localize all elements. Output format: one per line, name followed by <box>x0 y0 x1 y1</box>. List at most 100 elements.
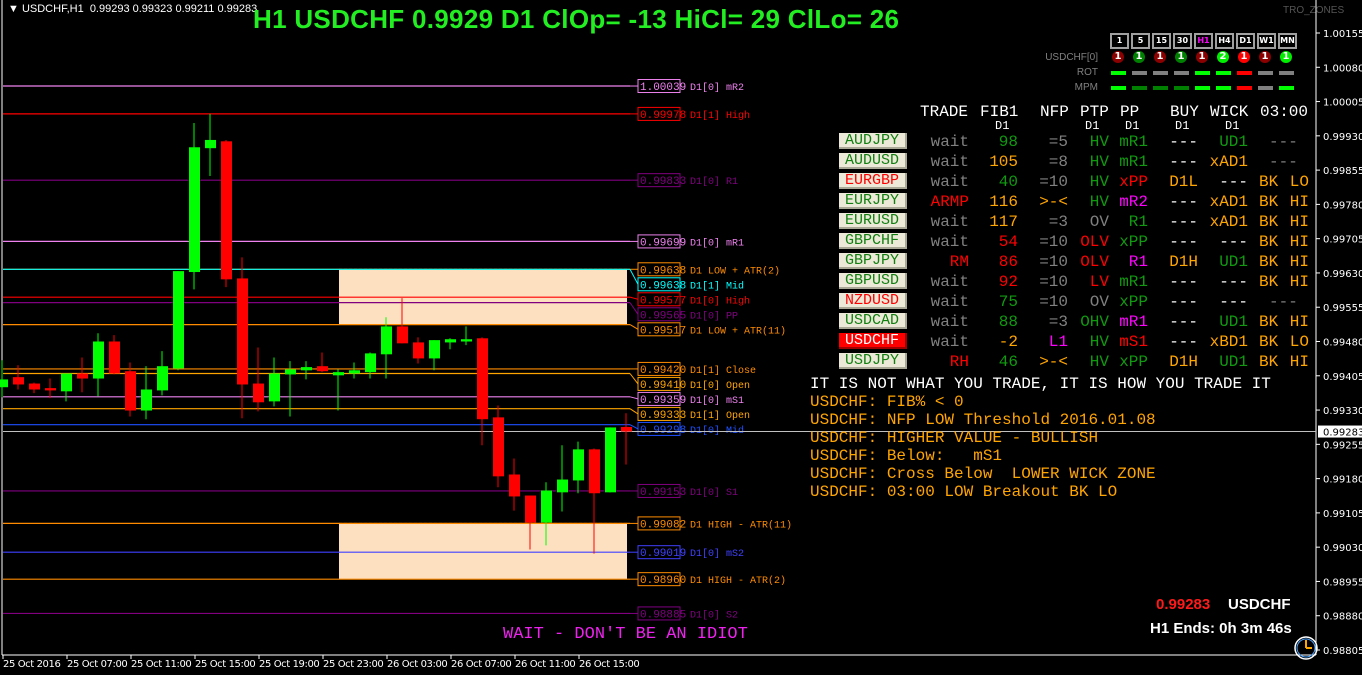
timeframe-button-d1[interactable]: D1 <box>1236 33 1255 49</box>
dropdown-triangle-icon[interactable]: ▼ <box>8 3 22 15</box>
candle-body <box>173 271 184 369</box>
symbol-button-usdcad[interactable]: USDCAD <box>839 313 907 329</box>
cell-wick: --- <box>1219 173 1248 191</box>
timeframe-button-h1[interactable]: H1 <box>1194 33 1213 49</box>
symbol-button-gbpjpy[interactable]: GBPJPY <box>839 253 907 269</box>
signal-circle: 1 <box>1196 51 1208 63</box>
rot-bar <box>1216 71 1231 75</box>
cell-nfp: =8 <box>1048 153 1068 171</box>
symbol-button-nzdusd[interactable]: NZDUSD <box>839 293 907 309</box>
cell-buy: --- <box>1169 273 1198 291</box>
bid-price: 0.99283 <box>1156 596 1211 613</box>
candle <box>429 340 440 371</box>
cell-wick: --- <box>1219 293 1248 311</box>
symbol-button-audjpy[interactable]: AUDJPY <box>839 133 907 149</box>
timeframe-button-5[interactable]: 5 <box>1131 33 1150 49</box>
cell-trade: RH <box>949 353 969 371</box>
candle-body <box>205 139 216 149</box>
cell-0300: BK HI <box>1259 273 1310 291</box>
symbol-button-usdjpy[interactable]: USDJPY <box>839 353 907 369</box>
message-line: USDCHF: HIGHER VALUE - BULLISH <box>810 429 1099 447</box>
timeframe-button-h4[interactable]: H4 <box>1215 33 1234 49</box>
cell-trade: wait <box>930 133 969 151</box>
candle <box>269 357 280 407</box>
cell-fib1: 40 <box>998 173 1018 191</box>
candle-body <box>301 367 312 371</box>
cell-buy: --- <box>1169 153 1198 171</box>
symbol-button-eurjpy[interactable]: EURJPY <box>839 193 907 209</box>
y-tick-label: 1.00080 <box>1323 63 1362 74</box>
cell-fib1: 98 <box>998 133 1018 151</box>
timeframe-button-mn[interactable]: MN <box>1278 33 1297 49</box>
candle-body <box>109 341 120 374</box>
warning-text: WAIT - DON'T BE AN IDIOT <box>503 625 748 644</box>
column-header-fib1: FIB1 <box>980 103 1019 121</box>
x-tick-label: 26 Oct 03:00 <box>387 659 447 670</box>
level-label: D1[0] Open <box>690 380 750 392</box>
cell-trade: wait <box>930 213 969 231</box>
level-price: 0.99153 <box>640 487 686 499</box>
candle <box>189 123 200 290</box>
signal-row-label: USDCHF[0] <box>1045 52 1098 63</box>
level-price: 0.99978 <box>640 110 686 122</box>
level-price-box <box>637 391 681 406</box>
candle <box>45 378 56 399</box>
candle-body <box>429 340 440 359</box>
x-tick-label: 25 Oct 11:00 <box>131 659 191 670</box>
rot-bar <box>1279 71 1294 75</box>
symbol-button-eurgbp[interactable]: EURGBP <box>839 173 907 189</box>
cell-fib1: 88 <box>998 313 1018 331</box>
candle-body <box>605 427 616 493</box>
mpm-row-label: MPM <box>1074 82 1098 93</box>
cell-0300: BK LO <box>1259 333 1310 351</box>
cell-buy: --- <box>1169 133 1198 151</box>
cell-trade: wait <box>930 173 969 191</box>
level-price: 0.99298 <box>640 425 686 437</box>
level-price-box <box>637 307 681 322</box>
cell-wick: --- <box>1219 233 1248 251</box>
candle-body <box>13 377 24 385</box>
level-price-box <box>637 572 681 587</box>
level-price: 0.99082 <box>640 519 686 531</box>
cell-nfp: L1 <box>1048 333 1068 351</box>
cell-ptp: HV <box>1089 333 1109 351</box>
level-label: D1[0] mS1 <box>690 395 744 407</box>
level-price: 1.00039 <box>640 82 686 94</box>
candle <box>109 335 120 375</box>
candle-body <box>365 353 376 373</box>
cell-wick: UD1 <box>1219 253 1248 271</box>
cell-0300: BK HI <box>1259 353 1310 371</box>
candle-body <box>189 147 200 273</box>
symbol-button-usdchf[interactable]: USDCHF <box>839 333 907 349</box>
column-subheader: D1 <box>1175 119 1190 133</box>
symbol-button-eurusd[interactable]: EURUSD <box>839 213 907 229</box>
message-line: IT IS NOT WHAT YOU TRADE, IT IS HOW YOU … <box>810 375 1271 393</box>
column-subheader: D1 <box>1085 119 1100 133</box>
mpm-bar <box>1237 86 1252 90</box>
candle <box>365 352 376 379</box>
y-tick-label: 0.98805 <box>1323 646 1362 657</box>
timeframe-button-30[interactable]: 30 <box>1173 33 1192 49</box>
message-line: USDCHF: Below: mS1 <box>810 447 1003 465</box>
symbol-button-audusd[interactable]: AUDUSD <box>839 153 907 169</box>
cell-0300: BK HI <box>1259 253 1310 271</box>
cell-ptp: LV <box>1089 273 1109 291</box>
candle-body <box>525 495 536 523</box>
timeframe-button-1[interactable]: 1 <box>1110 33 1129 49</box>
candle-body <box>77 373 88 379</box>
cell-fib1: -2 <box>998 333 1018 351</box>
mpm-bar <box>1216 86 1231 90</box>
cell-buy: --- <box>1169 333 1198 351</box>
level-leader <box>629 269 639 285</box>
timeframe-button-15[interactable]: 15 <box>1152 33 1171 49</box>
candle-body <box>557 479 568 493</box>
signal-circle: 2 <box>1217 51 1229 63</box>
level-leader <box>629 296 639 300</box>
timeframe-button-w1[interactable]: W1 <box>1257 33 1276 49</box>
level-price: 0.99577 <box>640 295 686 307</box>
symbol-button-gbpusd[interactable]: GBPUSD <box>839 273 907 289</box>
symbol-button-gbpchf[interactable]: GBPCHF <box>839 233 907 249</box>
candle-body <box>509 474 520 497</box>
cell-wick: --- <box>1219 273 1248 291</box>
